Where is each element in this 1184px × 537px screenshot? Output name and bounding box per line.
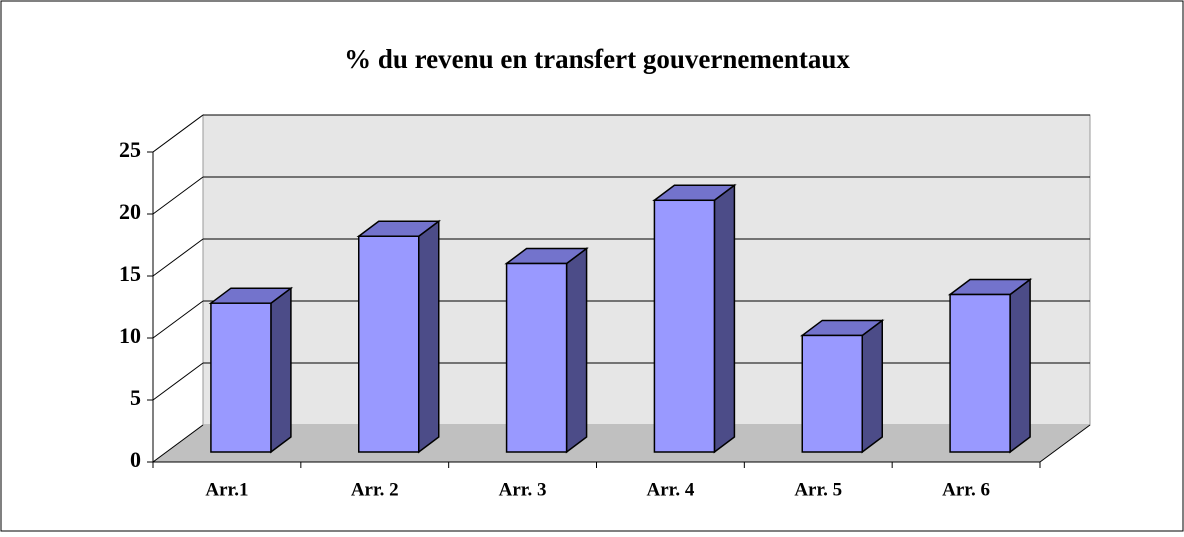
bar-side — [270, 286, 292, 454]
grid-line — [152, 362, 204, 401]
bar — [653, 199, 716, 453]
x-tick-label: Arr.1 — [205, 479, 248, 500]
y-tick-label: 15 — [119, 261, 141, 286]
x-tick-label: Arr. 5 — [794, 479, 842, 500]
x-tick-label: Arr. 4 — [646, 479, 694, 500]
grid-line — [152, 176, 204, 215]
grid-line — [152, 424, 204, 463]
floor-edge — [1039, 424, 1091, 463]
y-tick-label: 20 — [119, 199, 141, 224]
y-tick-label: 10 — [119, 323, 141, 348]
bar-side — [1009, 278, 1031, 454]
bar — [210, 302, 272, 453]
bar — [949, 293, 1011, 453]
bar-side — [565, 247, 588, 454]
y-tick-label: 25 — [119, 137, 141, 162]
x-tick-label: Arr. 2 — [351, 479, 399, 500]
grid-line — [152, 238, 204, 277]
x-tick-label: Arr. 3 — [499, 479, 547, 500]
bar — [505, 262, 568, 453]
chart-title: % du revenu en transfert gouvernementaux — [344, 44, 850, 74]
bar — [358, 235, 420, 453]
bar — [801, 334, 863, 453]
y-tick-label: 0 — [130, 447, 141, 472]
x-tick-label: Arr. 6 — [942, 479, 990, 500]
grid-line — [152, 114, 204, 153]
bar-side — [861, 318, 883, 454]
bar-side — [713, 183, 736, 454]
bar-side — [418, 219, 440, 454]
y-tick-label: 5 — [130, 385, 141, 410]
side-wall — [152, 114, 204, 463]
grid-line — [152, 300, 204, 339]
